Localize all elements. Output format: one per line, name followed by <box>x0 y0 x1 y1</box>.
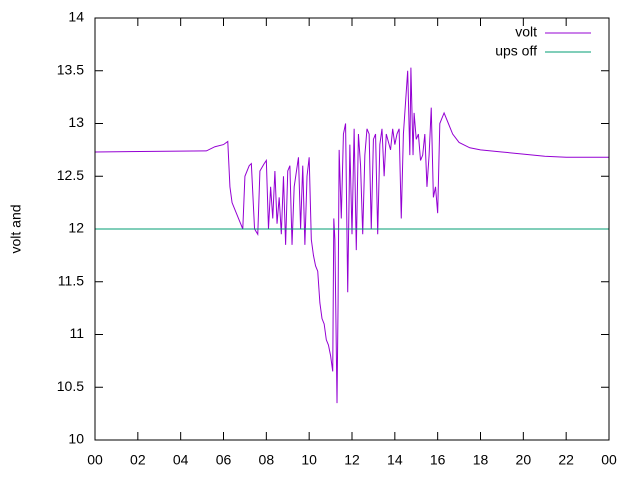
x-tick-label: 08 <box>259 452 275 468</box>
x-tick-label: 18 <box>473 452 489 468</box>
y-tick-label: 10 <box>68 431 84 447</box>
y-tick-label: 11 <box>69 325 84 341</box>
y-tick-label: 10.5 <box>57 378 84 394</box>
y-tick-label: 14 <box>68 9 84 25</box>
x-tick-label: 14 <box>387 452 403 468</box>
x-tick-label: 02 <box>130 452 146 468</box>
x-tick-label: 20 <box>516 452 532 468</box>
y-tick-label: 12 <box>68 220 84 236</box>
x-tick-label: 00 <box>601 452 617 468</box>
x-tick-label: 06 <box>216 452 232 468</box>
plot-frame <box>94 17 610 441</box>
x-tick-label: 16 <box>430 452 446 468</box>
x-tick-label: 22 <box>558 452 574 468</box>
x-tick-label: 00 <box>87 452 103 468</box>
x-tick-label: 12 <box>344 452 360 468</box>
y-tick-label: 13 <box>68 114 84 130</box>
y-tick-label: 12.5 <box>57 167 84 183</box>
series-line <box>94 67 609 404</box>
y-axis-label: volt and <box>8 204 24 253</box>
x-tick-label: 10 <box>301 452 317 468</box>
legend-label: ups off <box>495 43 537 59</box>
x-tick-label: 04 <box>173 452 189 468</box>
y-tick-label: 11.5 <box>58 272 84 288</box>
y-tick-label: 13.5 <box>57 61 84 77</box>
legend-label: volt <box>515 24 537 40</box>
